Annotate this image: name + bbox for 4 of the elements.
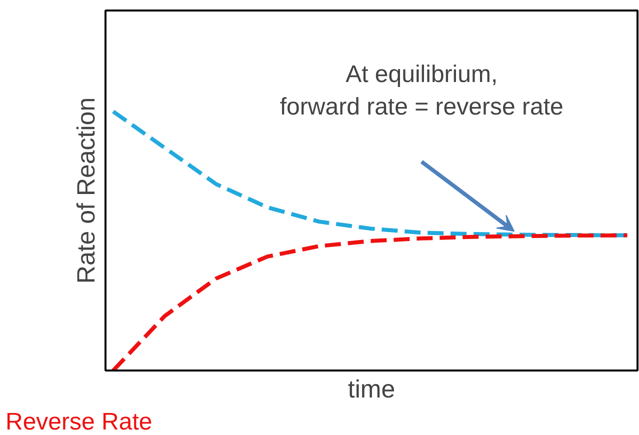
text: Reverse Rate [6, 408, 152, 435]
annotation: At equilibrium, forward rate = reverse rate [280, 60, 564, 120]
x-axis-title: time [348, 376, 396, 404]
y-axis-title: Rate of Reaction [72, 97, 100, 284]
